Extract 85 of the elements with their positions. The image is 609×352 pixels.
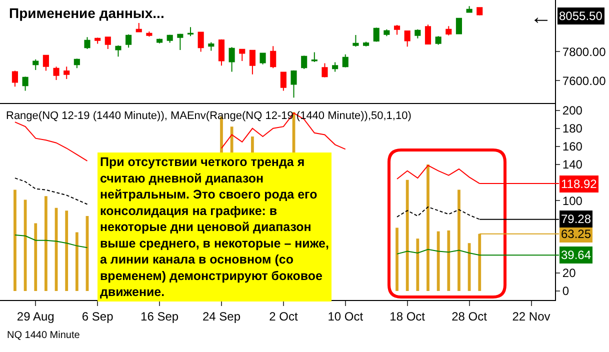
x-tick-label: 18 Oct [390, 309, 426, 324]
bar [44, 196, 48, 291]
x-tick-label: 10 Oct [328, 309, 364, 324]
bar [426, 164, 430, 291]
bar [75, 232, 78, 291]
bar [447, 230, 450, 291]
bar [14, 190, 16, 291]
text: 8055.50 [559, 9, 603, 23]
candlestick [104, 36, 111, 50]
candlestick [373, 27, 380, 42]
text: NQ 1440 Minute [7, 330, 80, 341]
x-tick-label: 6 Sep [82, 309, 114, 324]
candlestick [446, 26, 452, 36]
candlestick [115, 44, 122, 58]
candlestick [94, 37, 101, 44]
candlestick [218, 38, 225, 66]
candlestick [177, 33, 184, 50]
candlestick [280, 72, 286, 92]
bar [416, 238, 420, 291]
candlestick [322, 62, 328, 78]
bar [436, 231, 440, 291]
candlestick [435, 36, 442, 46]
candlestick [53, 66, 60, 80]
candlestick [239, 48, 246, 62]
y-tick-label: 160 [562, 140, 583, 154]
candlestick [42, 54, 49, 72]
candlestick [301, 55, 308, 70]
candlestick [424, 24, 432, 45]
x-tick-label: 29 Aug [16, 309, 54, 324]
y-tick-label: 200 [562, 104, 583, 118]
candlestick [64, 66, 70, 80]
candlestick [384, 28, 390, 37]
candlestick [22, 76, 28, 92]
data-label: 79.28 [561, 212, 592, 226]
text: При отсутствии четкого тренда я считаю дневной диапазон нейтральным. Это своего рода его консолидация на графике: в некоторые дни ценовой диапазон выше среднего, в некоторые – ниже, а линии канала в основном (со временем) демонстрируют боковое движение. [100, 155, 329, 299]
bar [34, 223, 38, 291]
candlestick [228, 46, 235, 72]
x-tick-label: 24 Sep [202, 309, 241, 324]
candlestick [32, 58, 39, 70]
candlestick [249, 49, 256, 75]
candlestick [456, 18, 462, 34]
candlestick [363, 41, 370, 47]
candlestick [187, 26, 194, 37]
candlestick [208, 42, 214, 52]
candlestick [136, 22, 142, 33]
candlestick [332, 62, 338, 72]
data-label: 118.92 [561, 177, 598, 191]
y-tick-label: 7600.00 [562, 74, 606, 88]
candlestick [156, 38, 163, 44]
bar [65, 210, 68, 291]
y-tick-label: 180 [562, 122, 583, 136]
y-tick-label: 0 [562, 284, 570, 298]
data-label: 39.64 [561, 248, 592, 262]
candlestick [260, 52, 266, 65]
chart-title: Применение данных... [9, 5, 164, 21]
candlestick [466, 6, 472, 14]
y-tick-label: 7800.00 [562, 44, 606, 59]
bar [396, 228, 398, 291]
candlestick [352, 34, 359, 48]
y-tick-label: 140 [562, 158, 583, 172]
candlestick [146, 30, 152, 38]
candlestick [290, 70, 297, 98]
candlestick [404, 30, 410, 48]
candlestick [476, 6, 483, 16]
x-tick-label: 22 Nov [512, 309, 550, 324]
candlestick [166, 34, 173, 44]
annotation: ← [530, 4, 552, 29]
x-tick-label: 2 Oct [269, 309, 298, 324]
x-tick-label: 16 Sep [140, 309, 179, 324]
x-tick-label: 28 Oct [452, 309, 488, 324]
y-tick-label: 100 [562, 194, 583, 208]
y-tick-label: 20 [562, 266, 576, 280]
candlestick [74, 58, 80, 69]
candlestick [270, 46, 276, 69]
candlestick [84, 36, 90, 50]
data-label: 63.25 [561, 227, 592, 241]
candlestick [198, 32, 204, 52]
candlestick [126, 34, 132, 48]
bar [458, 190, 460, 291]
candlestick [414, 28, 421, 39]
bar [406, 180, 409, 291]
candlestick [342, 54, 348, 68]
candlestick [311, 52, 318, 62]
candlestick [394, 24, 400, 36]
candlestick [12, 70, 18, 88]
